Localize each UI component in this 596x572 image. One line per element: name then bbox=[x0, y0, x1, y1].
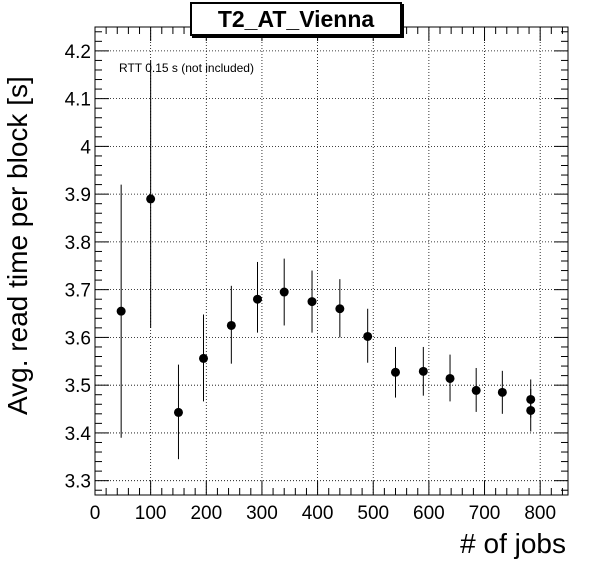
data-point bbox=[173, 407, 183, 417]
y-tick-label: 3.4 bbox=[65, 424, 92, 445]
data-point bbox=[390, 367, 400, 377]
y-tick-label: 3.6 bbox=[65, 328, 91, 349]
x-tick-label: 500 bbox=[357, 503, 389, 524]
x-tick-label: 100 bbox=[135, 503, 167, 524]
data-point bbox=[199, 353, 209, 363]
rtt-annotation: RTT 0.15 s (not included) bbox=[119, 61, 254, 75]
data-point bbox=[363, 331, 373, 341]
x-tick-label: 400 bbox=[302, 503, 334, 524]
y-tick-label: 4 bbox=[80, 137, 91, 158]
y-axis-title-text: Avg. read time per block [s] bbox=[2, 76, 33, 415]
data-point bbox=[526, 405, 536, 415]
plot-frame bbox=[94, 26, 569, 496]
data-point bbox=[116, 306, 126, 316]
x-tick-label: 600 bbox=[413, 503, 445, 524]
y-tick-label: 3.7 bbox=[65, 281, 91, 302]
data-point bbox=[471, 385, 481, 395]
data-point bbox=[279, 287, 289, 297]
x-axis-title: # of jobs bbox=[460, 528, 566, 559]
data-point bbox=[335, 304, 345, 314]
tick-labels: 3.3 3.4 3.5 3.6 3.7 3.8 3.9 4 4.1 4.2 0 100 200 300 40… bbox=[65, 42, 556, 524]
data-point bbox=[146, 194, 156, 204]
y-tick-label: 3.5 bbox=[65, 376, 91, 397]
chart-title: T2_AT_Vienna bbox=[190, 2, 402, 36]
grid-lines bbox=[94, 27, 568, 495]
x-tick-label: 800 bbox=[524, 503, 556, 524]
y-tick-label: 3.3 bbox=[65, 472, 91, 493]
x-tick-label: 700 bbox=[469, 503, 501, 524]
data-point bbox=[226, 320, 236, 330]
x-tick-label: 300 bbox=[246, 503, 278, 524]
x-tick-label: 200 bbox=[190, 503, 222, 524]
y-tick-label: 3.8 bbox=[65, 233, 91, 254]
data-point bbox=[252, 294, 262, 304]
axis-ticks bbox=[94, 27, 568, 495]
x-tick-label: 0 bbox=[90, 503, 101, 524]
data-point bbox=[497, 387, 507, 397]
y-tick-label: 4.1 bbox=[65, 90, 91, 111]
data-point bbox=[307, 297, 317, 307]
data-points bbox=[116, 60, 536, 460]
data-point bbox=[445, 373, 455, 383]
y-tick-label: 4.2 bbox=[65, 42, 91, 63]
data-point bbox=[418, 366, 428, 376]
y-tick-label: 3.9 bbox=[65, 185, 91, 206]
